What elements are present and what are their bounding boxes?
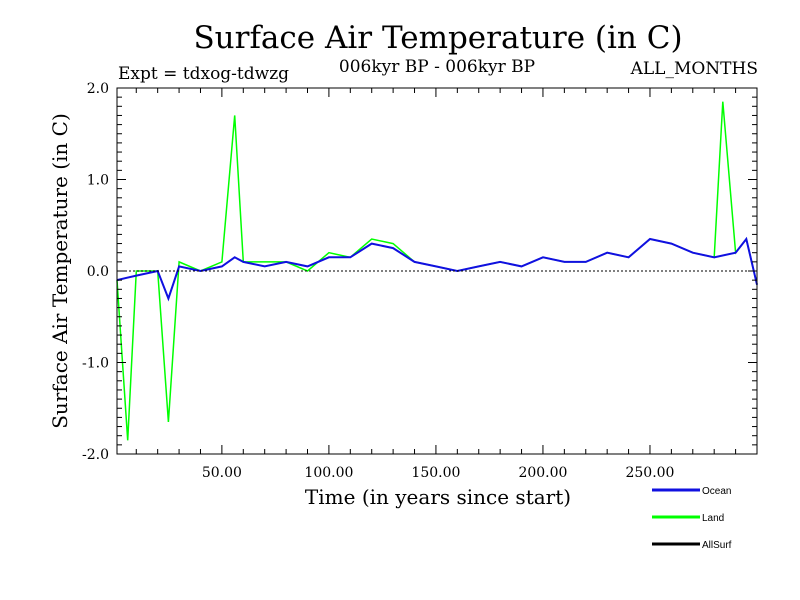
axes-layer: 50.00 100.00 150.00 200.00 250.00 -2.0 -1.0 0.0… [82, 81, 758, 481]
x-tick-label: 50.00 [202, 465, 242, 481]
legend-label-land: Land [702, 513, 724, 524]
chart-title: Surface Air Temperature (in C) [193, 20, 682, 56]
x-tick-label: 250.00 [625, 465, 674, 481]
months-label: ALL_MONTHS [630, 59, 758, 79]
legend-label-allsurf: AllSurf [702, 540, 732, 551]
experiment-label: Expt = tdxog-tdwzg [118, 64, 289, 84]
y-tick-label: 1.0 [87, 173, 109, 189]
x-axis-label: Time (in years since start) [305, 485, 571, 509]
y-tick-label: 2.0 [87, 81, 109, 97]
x-tick-label: 150.00 [411, 465, 460, 481]
legend: Ocean Land AllSurf [652, 486, 732, 551]
y-axis-label: Surface Air Temperature (in C) [48, 113, 72, 429]
period-label: 006kyr BP - 006kyr BP [339, 57, 535, 77]
y-tick-label: -1.0 [82, 356, 109, 372]
series-layer [116, 101, 758, 441]
x-tick-label: 200.00 [518, 465, 567, 481]
legend-label-ocean: Ocean [702, 486, 731, 497]
series-line-ocean [116, 236, 758, 302]
y-tick-label: 0.0 [87, 264, 109, 280]
x-tick-label: 100.00 [304, 465, 353, 481]
y-tick-label: -2.0 [82, 447, 109, 463]
